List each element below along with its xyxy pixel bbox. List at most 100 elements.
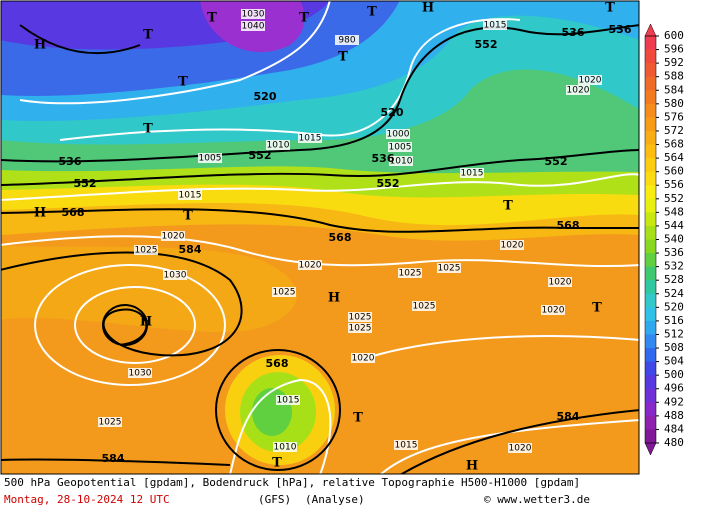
isobar-label-bg — [541, 305, 565, 315]
geopotential-label: 568 — [557, 219, 580, 232]
colorbar-arrow-top — [644, 23, 657, 37]
colorbar-swatch — [645, 415, 656, 430]
isobar-label-bg — [134, 245, 158, 255]
colorbar-label: 488 — [664, 409, 684, 422]
map-labels: 1015101510151020102010201020102010201020… — [34, 1, 632, 474]
pressure-center: T — [143, 122, 153, 137]
colorbar-swatch — [645, 158, 656, 173]
colorbar-label: 500 — [664, 368, 684, 381]
pressure-center: T — [299, 11, 309, 26]
colorbar-label: 520 — [664, 300, 684, 313]
footer-model: (GFS) — [258, 493, 291, 506]
isobar-label-bg — [508, 443, 532, 453]
colorbar-swatch — [645, 76, 656, 91]
isobar-label-bg — [548, 277, 572, 287]
colorbar-swatch — [645, 361, 656, 376]
colorbar-swatch — [645, 49, 656, 64]
colorbar-arrow-bottom — [644, 442, 657, 456]
colorbar-swatch — [645, 63, 656, 78]
colorbar: 6005965925885845805765725685645605565525… — [644, 23, 684, 456]
isobar-label: 1020 — [549, 278, 572, 288]
colorbar-swatch — [645, 36, 656, 51]
isobar-label-bg — [273, 442, 297, 452]
geopotential-label: 568 — [266, 357, 289, 370]
map-frame — [0, 0, 640, 475]
isobar-label: 1020 — [542, 306, 565, 316]
colorbar-swatch — [645, 253, 656, 268]
pressure-center: T — [503, 199, 513, 214]
isobar-label-bg — [351, 353, 375, 363]
colorbar-swatch — [645, 348, 656, 363]
colorbar-label: 492 — [664, 395, 684, 408]
colorbar-label: 600 — [664, 29, 684, 42]
colorbar-swatch — [645, 402, 656, 417]
isobar-label-bg — [566, 85, 590, 95]
isobar-label: 1040 — [242, 22, 265, 32]
colorbar-swatch — [645, 130, 656, 146]
colorbar-swatch — [645, 117, 656, 132]
isobar-label: 1020 — [162, 232, 185, 242]
colorbar-label: 508 — [664, 341, 684, 354]
colorbar-label: 560 — [664, 165, 684, 178]
isobar-label: 1015 — [299, 134, 322, 144]
pressure-center: T — [143, 28, 153, 43]
geopotential-label: 520 — [254, 90, 277, 103]
isobar-label-bg — [348, 323, 372, 333]
colorbar-swatch — [645, 266, 656, 281]
isobar-label-bg — [128, 368, 152, 378]
colorbar-label: 572 — [664, 124, 684, 137]
isobar-label-bg — [266, 140, 290, 150]
colorbar-label: 540 — [664, 233, 684, 246]
colorbar-swatch — [645, 280, 656, 295]
pressure-center: H — [34, 38, 46, 53]
colorbar-label: 532 — [664, 260, 684, 273]
isobar-label: 1020 — [299, 261, 322, 271]
colorbar-swatch — [645, 429, 656, 444]
colorbar-swatch — [645, 103, 656, 118]
isobar-label-bg — [335, 35, 359, 45]
geopotential-lines — [1, 24, 639, 474]
geopotential-label: 520 — [381, 106, 404, 119]
colorbar-swatch — [645, 212, 656, 227]
footer-credit: © www.wetter3.de — [484, 493, 590, 506]
map-field — [1, 1, 639, 474]
colorbar-label: 592 — [664, 56, 684, 69]
colorbar-label: 568 — [664, 138, 684, 151]
isobar-label-bg — [388, 142, 412, 152]
colorbar-label: 576 — [664, 110, 684, 123]
isobar-label: 1025 — [413, 302, 436, 312]
isobar-label: 1025 — [135, 246, 158, 256]
isobar-label: 1025 — [349, 313, 372, 323]
colorbar-swatch — [645, 198, 656, 213]
geopotential-label: 536 — [609, 23, 632, 36]
isobar-label: 1030 — [164, 271, 187, 281]
isobar-label: 1020 — [509, 444, 532, 454]
isobar-label-bg — [500, 240, 524, 250]
colorbar-label: 536 — [664, 246, 684, 259]
geopotential-label: 552 — [74, 177, 97, 190]
colorbar-swatch — [645, 293, 656, 308]
colorbar-swatch — [645, 171, 656, 186]
geopotential-label: 584 — [102, 452, 125, 465]
isobar-label: 1000 — [387, 130, 410, 140]
isobar-label: 1025 — [399, 269, 422, 279]
isobar-label-bg — [578, 75, 602, 85]
colorbar-label: 556 — [664, 178, 684, 191]
colorbar-label: 588 — [664, 70, 684, 83]
isobar-label: 1025 — [273, 288, 296, 298]
pressure-center: H — [328, 291, 340, 306]
pressure-center: H — [466, 459, 478, 474]
isobar-label: 1020 — [579, 76, 602, 86]
colorbar-swatch — [645, 320, 656, 335]
colorbar-swatch — [645, 375, 656, 390]
pressure-center: T — [338, 50, 348, 65]
colorbar-label: 524 — [664, 287, 684, 300]
colorbar-label: 580 — [664, 97, 684, 110]
colorbar-swatch — [645, 334, 656, 349]
pressure-center: T — [605, 1, 615, 16]
colorbar-label: 564 — [664, 151, 684, 164]
geopotential-label: 536 — [372, 152, 395, 165]
isobar-label: 1015 — [395, 441, 418, 451]
